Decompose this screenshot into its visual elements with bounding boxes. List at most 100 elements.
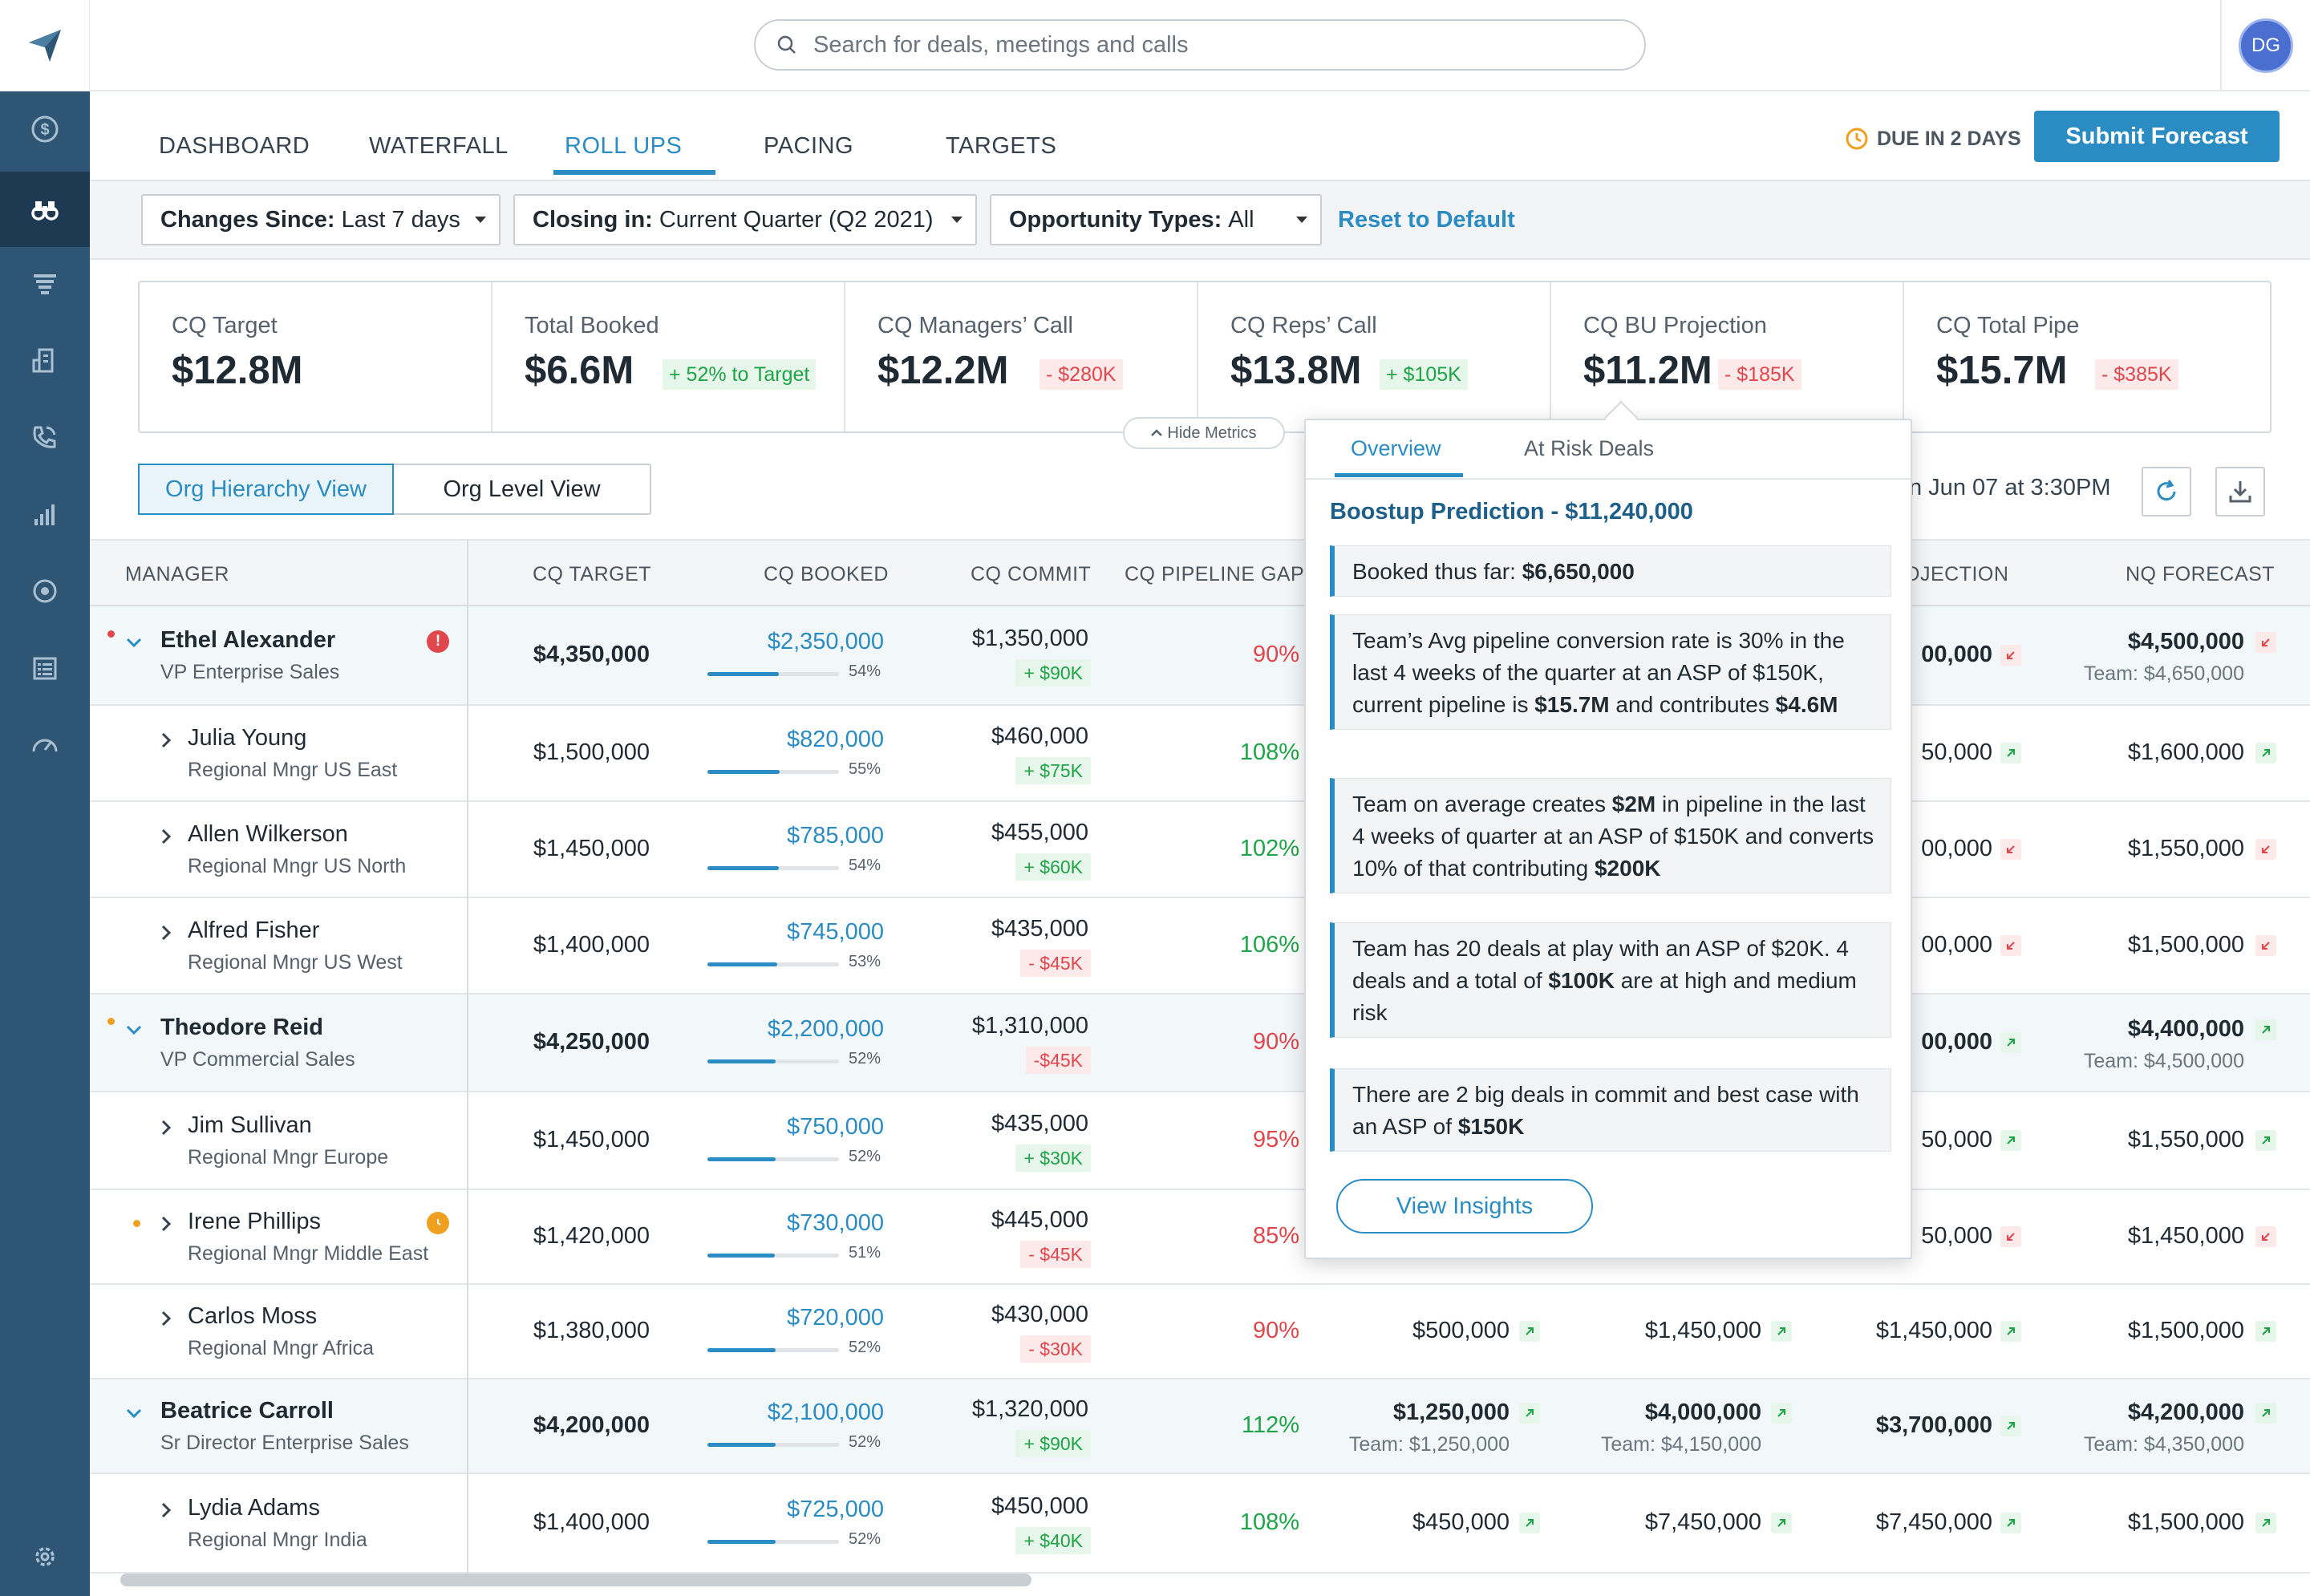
- view-insights-button[interactable]: View Insights: [1336, 1179, 1593, 1233]
- opportunity-types-dropdown[interactable]: Opportunity Types: All: [990, 194, 1322, 245]
- manager-title: VP Enterprise Sales: [160, 661, 340, 683]
- refresh-button[interactable]: [2142, 467, 2191, 516]
- tab-at-risk-deals[interactable]: At Risk Deals: [1524, 436, 1655, 460]
- clock-alert-icon[interactable]: [427, 1212, 449, 1234]
- chevron-down-icon[interactable]: [125, 1021, 143, 1039]
- manager-title: Regional Mngr US West: [188, 951, 403, 974]
- table-row[interactable]: Ethel Alexander VP Enterprise Sales! $4,35…: [90, 606, 2310, 706]
- cq-target-value: $1,400,000: [533, 932, 650, 958]
- metric-label: CQ BU Projection: [1583, 313, 1767, 338]
- chevron-right-icon[interactable]: [157, 1215, 175, 1233]
- reset-to-default-link[interactable]: Reset to Default: [1338, 207, 1515, 233]
- cq-booked-link[interactable]: $2,100,000: [767, 1400, 884, 1425]
- dollar-icon[interactable]: $: [0, 91, 90, 167]
- search-input[interactable]: Search for deals, meetings and calls: [754, 19, 1646, 71]
- nq-forecast-team-value: Team: $4,500,000: [2083, 1050, 2244, 1072]
- cq-booked-link[interactable]: $730,000: [787, 1210, 884, 1236]
- cq-booked-link[interactable]: $820,000: [787, 727, 884, 752]
- top-bar: Search for deals, meetings and calls DG: [90, 0, 2310, 91]
- cq-booked-link[interactable]: $2,200,000: [767, 1016, 884, 1042]
- column-header-cq-target[interactable]: CQ TARGET: [533, 563, 652, 585]
- cq-target-value: $1,400,000: [533, 1509, 650, 1535]
- cq-booked-link[interactable]: $750,000: [787, 1114, 884, 1140]
- trend-up-icon: [2000, 1032, 2021, 1053]
- chevron-down-icon[interactable]: [125, 634, 143, 651]
- booked-progress-bar: [707, 962, 839, 966]
- tab-pacing[interactable]: PACING: [764, 133, 854, 159]
- submit-forecast-button[interactable]: Submit Forecast: [2034, 111, 2280, 162]
- manager-name: Beatrice Carroll: [160, 1398, 334, 1424]
- table-row[interactable]: Allen Wilkerson Regional Mngr US North $1,…: [90, 802, 2310, 898]
- binoculars-icon[interactable]: [0, 172, 90, 247]
- booked-progress-bar: [707, 866, 839, 870]
- table-row[interactable]: Julia Young Regional Mngr US East $1,500,0…: [90, 706, 2310, 802]
- cq-booked-link[interactable]: $785,000: [787, 823, 884, 849]
- closing-in-dropdown[interactable]: Closing in: Current Quarter (Q2 2021): [513, 194, 977, 245]
- tab-roll-ups[interactable]: ROLL UPS: [565, 133, 683, 159]
- chevron-right-icon[interactable]: [157, 731, 175, 749]
- metric-value: $6.6M: [525, 349, 634, 392]
- org-level-view-button[interactable]: Org Level View: [443, 476, 601, 502]
- cq-booked-link[interactable]: $720,000: [787, 1305, 884, 1331]
- chevron-down-icon[interactable]: [125, 1404, 143, 1422]
- avatar[interactable]: DG: [2239, 18, 2293, 73]
- tab-targets[interactable]: TARGETS: [946, 133, 1057, 159]
- settings-gear-icon[interactable]: [0, 1519, 90, 1594]
- download-button[interactable]: [2215, 467, 2265, 516]
- tab-waterfall[interactable]: WATERFALL: [369, 133, 509, 159]
- chevron-right-icon[interactable]: [157, 1310, 175, 1327]
- funnel-icon[interactable]: [0, 245, 90, 321]
- filter-key: Closing in:: [533, 206, 653, 233]
- cq-booked-link[interactable]: $725,000: [787, 1497, 884, 1522]
- pipeline-gap-percent: 90%: [1252, 1029, 1299, 1055]
- cq-booked-link[interactable]: $745,000: [787, 919, 884, 945]
- cq-target-value: $4,200,000: [533, 1412, 650, 1438]
- changes-since-dropdown[interactable]: Changes Since: Last 7 days: [141, 194, 500, 245]
- phone-call-icon[interactable]: [0, 399, 90, 475]
- nq-forecast-value: $1,500,000: [2127, 932, 2244, 958]
- cq-commit-value: $455,000: [991, 820, 1088, 845]
- cq-target-value: $1,450,000: [533, 1127, 650, 1152]
- gauge-icon[interactable]: [0, 707, 90, 783]
- table-row[interactable]: Irene Phillips Regional Mngr Middle East $…: [90, 1190, 2310, 1285]
- hide-metrics-button[interactable]: Hide Metrics: [1123, 417, 1285, 449]
- column-header-projection[interactable]: OJECTION: [1904, 563, 2009, 585]
- chevron-right-icon[interactable]: [157, 924, 175, 942]
- column-header-cq-booked[interactable]: CQ BOOKED: [764, 563, 889, 585]
- chevron-right-icon[interactable]: [157, 1501, 175, 1519]
- table-row[interactable]: Alfred Fisher Regional Mngr US West $1,400…: [90, 898, 2310, 994]
- trend-up-icon: [2255, 1513, 2276, 1533]
- org-hierarchy-view-button[interactable]: Org Hierarchy View: [138, 464, 394, 515]
- column-5-value: $1,250,000: [1392, 1400, 1510, 1425]
- caret-down-icon: [951, 217, 962, 223]
- table-row[interactable]: Beatrice Carroll Sr Director Enterprise S…: [90, 1379, 2310, 1474]
- app-logo[interactable]: [0, 0, 90, 91]
- booked-progress-fill: [707, 1540, 776, 1544]
- column-header-cq-commit[interactable]: CQ COMMIT: [971, 563, 1092, 585]
- pipeline-gap-percent: 112%: [1241, 1412, 1299, 1438]
- table-row[interactable]: Jim Sullivan Regional Mngr Europe $1,450,0…: [90, 1092, 2310, 1190]
- table-row[interactable]: Carlos Moss Regional Mngr Africa $1,380,00…: [90, 1285, 2310, 1379]
- booked-percent: 53%: [849, 953, 881, 970]
- insight-card: Booked thus far: $6,650,000: [1330, 545, 1891, 597]
- tab-dashboard[interactable]: DASHBOARD: [159, 133, 310, 159]
- chevron-right-icon[interactable]: [157, 1119, 175, 1136]
- table-row[interactable]: Theodore Reid VP Commercial Sales $4,250,0…: [90, 994, 2310, 1092]
- table-row[interactable]: Lydia Adams Regional Mngr India $1,400,000…: [90, 1474, 2310, 1574]
- chevron-right-icon[interactable]: [157, 828, 175, 845]
- rollup-table: MANAGER CQ TARGET CQ BOOKED CQ COMMIT CQ…: [90, 539, 2310, 1574]
- column-6-value: $1,450,000: [1644, 1318, 1761, 1343]
- report-icon[interactable]: [0, 630, 90, 706]
- column-header-nq-forecast[interactable]: NQ FORECAST: [2126, 563, 2276, 585]
- commit-change-badge: - $45K: [1020, 950, 1091, 977]
- column-header-cq-pipeline-gap[interactable]: CQ PIPELINE GAP: [1125, 563, 1305, 585]
- cq-booked-link[interactable]: $2,350,000: [767, 629, 884, 654]
- building-icon[interactable]: [0, 322, 90, 398]
- target-icon[interactable]: [0, 553, 90, 629]
- tab-overview[interactable]: Overview: [1351, 436, 1441, 460]
- column-header-manager[interactable]: MANAGER: [125, 563, 229, 585]
- horizontal-scrollbar[interactable]: [120, 1574, 1031, 1586]
- bar-chart-icon[interactable]: [0, 476, 90, 552]
- alert-icon[interactable]: !: [427, 630, 449, 653]
- booked-progress-fill: [707, 1157, 776, 1161]
